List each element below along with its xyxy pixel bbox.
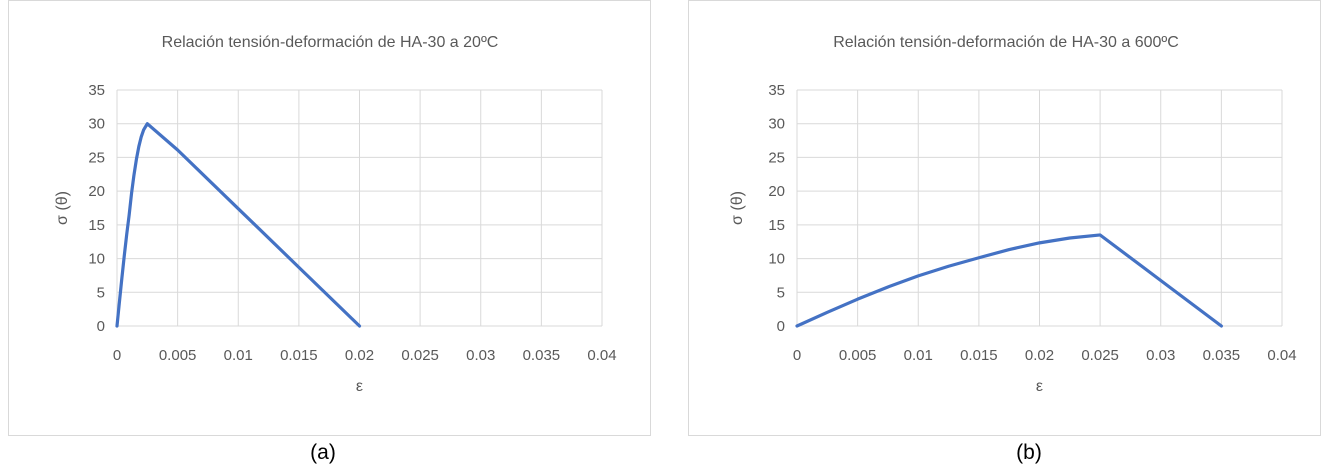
x-tick-label: 0.02 xyxy=(1025,347,1054,364)
x-tick-label: 0.015 xyxy=(280,347,318,364)
y-tick-label: 30 xyxy=(768,116,785,133)
x-tick-label: 0.035 xyxy=(523,347,561,364)
x-tick-label: 0.03 xyxy=(1146,347,1175,364)
y-tick-label: 15 xyxy=(88,217,105,234)
caption-b: (b) xyxy=(1016,441,1042,464)
y-axis-title: σ (θ) xyxy=(54,191,71,225)
caption-a: (a) xyxy=(310,441,336,464)
x-tick-label: 0.025 xyxy=(401,347,439,364)
y-tick-label: 15 xyxy=(768,217,785,234)
x-tick-label: 0.04 xyxy=(1267,347,1296,364)
chart-panel-a: Relación tensión-deformación de HA-30 a … xyxy=(0,0,660,436)
series-line xyxy=(795,233,1223,328)
y-tick-label: 5 xyxy=(777,284,785,301)
x-tick-label: 0.01 xyxy=(224,347,253,364)
chart-title: Relación tensión-deformación de HA-30 a … xyxy=(162,34,499,51)
x-tick-label: 0.03 xyxy=(466,347,495,364)
x-tick-label: 0.02 xyxy=(345,347,374,364)
y-tick-label: 35 xyxy=(768,82,785,99)
x-axis-title: ε xyxy=(1036,378,1043,395)
y-axis-title: σ (θ) xyxy=(729,191,746,225)
y-tick-label: 0 xyxy=(777,318,785,335)
chart-panel-b: Relación tensión-deformación de HA-30 a … xyxy=(680,0,1330,436)
chart-b-svg: Relación tensión-deformación de HA-30 a … xyxy=(688,0,1321,436)
x-tick-label: 0.005 xyxy=(159,347,197,364)
x-tick-label: 0.04 xyxy=(587,347,616,364)
y-tick-label: 25 xyxy=(768,149,785,166)
x-axis-title: ε xyxy=(356,378,363,395)
y-tick-label: 10 xyxy=(88,251,105,268)
chart-a-svg: Relación tensión-deformación de HA-30 a … xyxy=(8,0,651,436)
x-tick-label: 0.015 xyxy=(960,347,998,364)
y-tick-label: 20 xyxy=(768,183,785,200)
y-tick-label: 35 xyxy=(88,82,105,99)
chart-title: Relación tensión-deformación de HA-30 a … xyxy=(833,34,1179,51)
y-tick-label: 30 xyxy=(88,116,105,133)
x-tick-label: 0 xyxy=(793,347,801,364)
y-tick-label: 25 xyxy=(88,149,105,166)
y-tick-label: 20 xyxy=(88,183,105,200)
x-tick-label: 0.025 xyxy=(1081,347,1119,364)
y-tick-label: 5 xyxy=(97,284,105,301)
y-tick-label: 10 xyxy=(768,251,785,268)
x-tick-label: 0 xyxy=(113,347,121,364)
x-tick-label: 0.01 xyxy=(904,347,933,364)
x-tick-label: 0.005 xyxy=(839,347,877,364)
y-tick-label: 0 xyxy=(97,318,105,335)
chart-border xyxy=(8,0,651,436)
x-tick-label: 0.035 xyxy=(1203,347,1241,364)
series-line xyxy=(115,122,362,328)
chart-border xyxy=(688,0,1321,436)
